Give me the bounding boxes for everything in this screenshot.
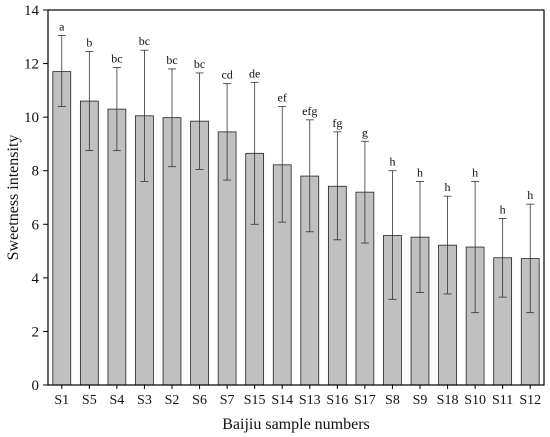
- significance-letters: a b bc bc bc bc cd de ef efg fg g h h h h h h: [59, 19, 533, 216]
- significance-letter: bc: [166, 53, 177, 67]
- significance-letter: h: [527, 188, 533, 202]
- plot-frame: [47, 9, 545, 386]
- significance-letter: bc: [111, 52, 122, 66]
- significance-letter: bc: [194, 57, 205, 71]
- significance-letter: fg: [332, 116, 342, 130]
- y-axis-label: Sweetness intensity: [5, 135, 22, 261]
- x-tick-label: S2: [165, 393, 180, 408]
- significance-letter: g: [362, 125, 368, 139]
- x-tick-label: S3: [137, 393, 152, 408]
- x-tick-label: S6: [192, 393, 207, 408]
- significance-letter: h: [445, 180, 451, 194]
- y-tick-label: 2: [32, 324, 40, 340]
- y-tick-label: 14: [24, 3, 40, 19]
- x-tick-label: S1: [54, 393, 69, 408]
- significance-letter: de: [249, 66, 260, 80]
- significance-letter: b: [86, 36, 92, 50]
- x-tick-label: S16: [326, 393, 348, 408]
- x-tick-label: S9: [413, 393, 428, 408]
- bars: [52, 71, 540, 386]
- y-tick-label: 4: [32, 271, 40, 287]
- significance-letter: bc: [139, 34, 150, 48]
- x-tick-label: S8: [385, 393, 400, 408]
- x-tick-label: S10: [464, 393, 486, 408]
- x-tick-label: S15: [244, 393, 266, 408]
- y-tick-label: 12: [24, 57, 39, 73]
- significance-letter: h: [500, 202, 506, 216]
- x-tick-label: S14: [271, 393, 293, 408]
- x-axis-label: Baijiu sample numbers: [222, 416, 370, 433]
- x-tick-label: S11: [492, 393, 513, 408]
- significance-letter: ef: [278, 90, 287, 104]
- bar: [52, 71, 72, 386]
- significance-letter: h: [389, 155, 395, 169]
- x-tick-label: S13: [299, 393, 321, 408]
- significance-letter: cd: [221, 68, 232, 82]
- x-axis-ticks: S1 S5 S4 S3 S2 S6 S7 S15 S14 S13 S16 S17 S8 S9 S18 S10 S…: [54, 385, 541, 408]
- significance-letter: efg: [302, 104, 317, 118]
- y-axis-ticks: 0 2 4 6 8 10 12 14: [24, 3, 48, 394]
- y-tick-label: 8: [32, 164, 40, 180]
- x-tick-label: S5: [82, 393, 97, 408]
- error-bars: [57, 35, 535, 314]
- y-tick-label: 0: [32, 378, 40, 394]
- y-tick-label: 10: [24, 110, 39, 126]
- significance-letter: a: [59, 19, 65, 33]
- x-tick-label: S18: [437, 393, 459, 408]
- x-tick-label: S17: [354, 393, 376, 408]
- x-tick-label: S7: [220, 393, 235, 408]
- significance-letter: h: [417, 165, 423, 179]
- x-tick-label: S4: [109, 393, 124, 408]
- significance-letter: h: [472, 165, 478, 179]
- x-tick-label: S12: [519, 393, 541, 408]
- y-tick-label: 6: [32, 217, 40, 233]
